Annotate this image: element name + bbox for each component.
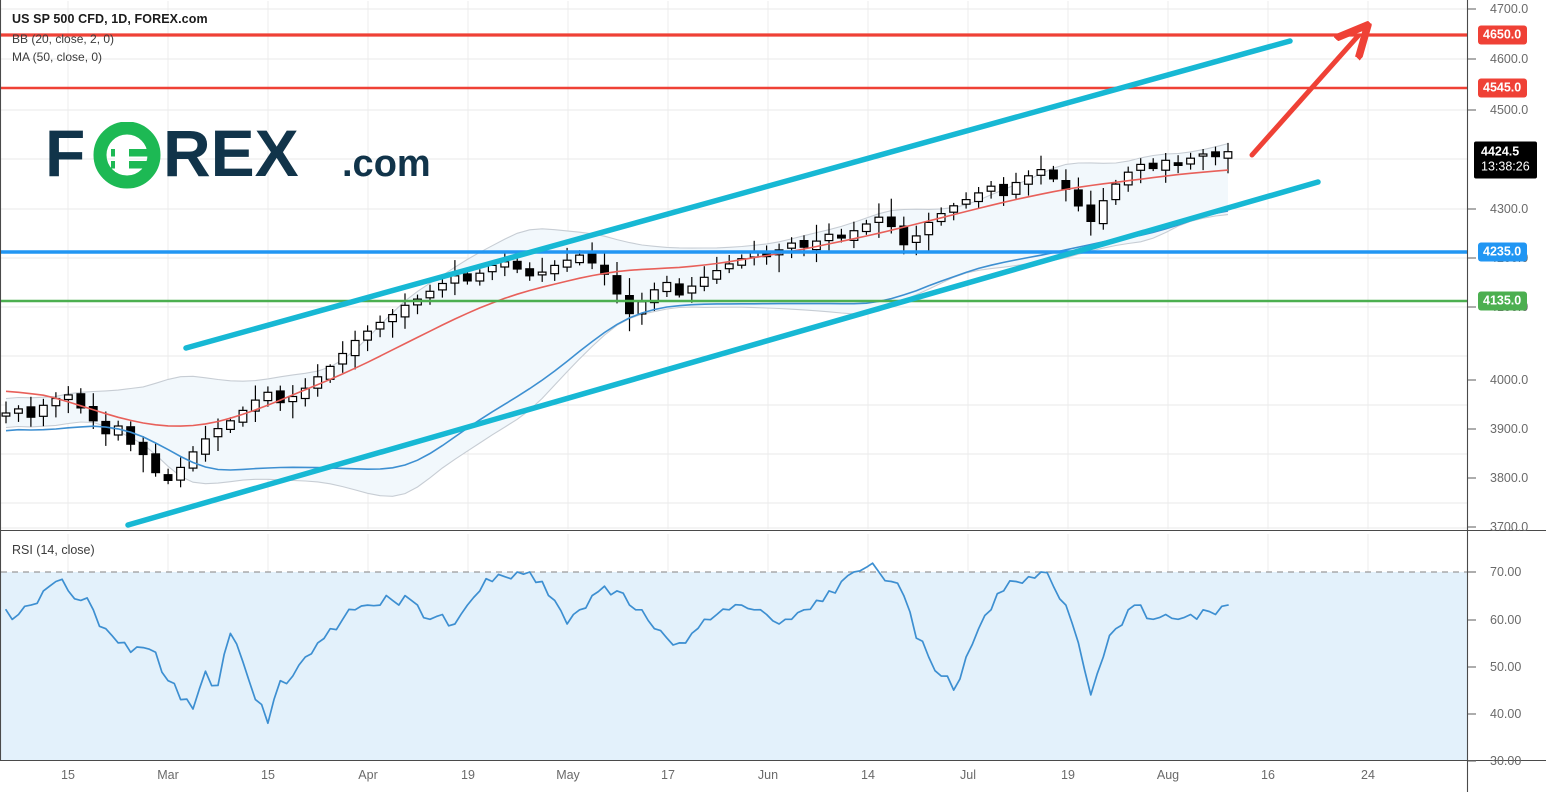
rsi-indicator-label[interactable]: RSI (14, close) xyxy=(12,543,95,557)
logo-dot-com: .com xyxy=(342,143,431,185)
price-label-support-4135[interactable]: 4135.0 xyxy=(1478,291,1528,311)
price-label-support-4235[interactable]: 4235.0 xyxy=(1478,242,1528,262)
rsi-tick: 60.00 xyxy=(1490,613,1522,627)
time-tick: 16 xyxy=(1261,768,1275,782)
rsi-tick: 30.00 xyxy=(1490,754,1522,768)
axis-ticks xyxy=(1468,8,1476,762)
time-tick: 19 xyxy=(1061,768,1075,782)
price-tick: 4600.0 xyxy=(1490,52,1529,66)
time-tick: Jul xyxy=(960,768,976,782)
time-tick: 15 xyxy=(261,768,275,782)
price-tick: 4000.0 xyxy=(1490,373,1529,387)
price-tick: 3900.0 xyxy=(1490,422,1529,436)
candlestick-series xyxy=(1,142,1233,488)
logo-svg: F REX .com xyxy=(45,116,431,190)
bollinger-mid-lower-line xyxy=(5,210,1229,471)
time-tick: May xyxy=(556,768,580,782)
level-lines xyxy=(0,33,1467,303)
bollinger-indicator-label[interactable]: BB (20, close, 2, 0) xyxy=(12,32,115,46)
chart-title: US SP 500 CFD, 1D, FOREX.com xyxy=(12,12,208,26)
current-price-value: 4424.5 xyxy=(1481,144,1520,159)
upper-channel-line xyxy=(183,38,1293,351)
trend-channel xyxy=(125,38,1321,528)
logo-letter-f: F xyxy=(45,122,85,190)
logo-euro-o xyxy=(93,121,161,189)
price-tick: 4700.0 xyxy=(1490,2,1529,16)
current-price-time: 13:38:26 xyxy=(1481,159,1530,174)
rsi-zone-fill xyxy=(1,572,1467,760)
time-tick: 19 xyxy=(461,768,475,782)
bollinger-band-fill xyxy=(6,143,1228,497)
bullish-projection-arrow xyxy=(1249,36,1358,158)
logo-letters-rex: REX xyxy=(163,122,299,190)
price-label-resistance-4545[interactable]: 4545.0 xyxy=(1478,78,1528,98)
price-tick: 3800.0 xyxy=(1490,471,1529,485)
ma-50-line xyxy=(5,169,1229,427)
current-price-label[interactable]: 4424.5 13:38:26 xyxy=(1474,141,1537,179)
rsi-tick: 70.00 xyxy=(1490,565,1522,579)
price-tick: 4300.0 xyxy=(1490,202,1529,216)
lower-channel-line xyxy=(125,179,1321,528)
time-tick: 17 xyxy=(661,768,675,782)
rsi-tick: 40.00 xyxy=(1490,707,1522,721)
time-tick: 15 xyxy=(61,768,75,782)
time-tick: Jun xyxy=(757,768,779,782)
rsi-line xyxy=(5,562,1229,725)
price-tick: 3700.0 xyxy=(1490,520,1529,534)
ma-indicator-label[interactable]: MA (50, close, 0) xyxy=(12,50,103,64)
price-tick: 4500.0 xyxy=(1490,103,1529,117)
time-tick: 14 xyxy=(861,768,875,782)
time-tick: Mar xyxy=(157,768,179,782)
forex-com-logo: F REX .com xyxy=(45,116,455,197)
time-tick: Aug xyxy=(1156,768,1180,782)
rsi-tick: 50.00 xyxy=(1490,660,1522,674)
time-tick: Apr xyxy=(358,768,378,782)
time-tick: 24 xyxy=(1361,768,1375,782)
price-label-resistance-4650[interactable]: 4650.0 xyxy=(1478,25,1528,45)
